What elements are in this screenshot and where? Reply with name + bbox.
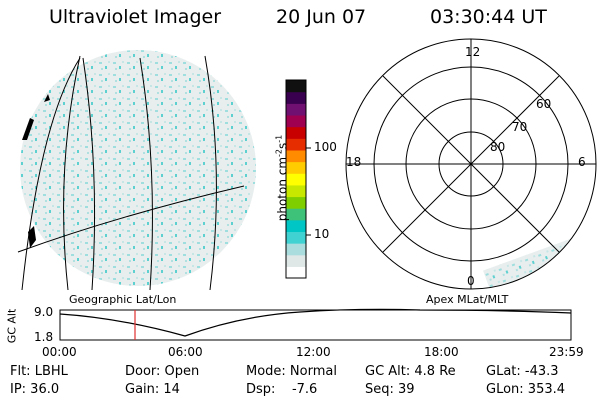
geographic-lat-lon-label: Geographic Lat/Lon — [69, 293, 177, 306]
info-dsp: Dsp: -7.6 — [246, 382, 318, 397]
colorbar-tick-100: 100 — [314, 140, 337, 154]
timeline-xtick-0000: 00:00 — [42, 345, 77, 359]
colorbar-cell — [286, 173, 306, 186]
mlat-label-80: 80 — [490, 140, 506, 154]
colorbar-cell — [286, 266, 306, 279]
colorbar-cell — [286, 114, 306, 128]
instrument-title: Ultraviolet Imager — [49, 6, 222, 28]
timeline-xtick-1800: 18:00 — [424, 345, 459, 359]
mlt-label-18: 18 — [346, 155, 362, 169]
mlt-label-12: 12 — [465, 45, 481, 59]
info-filter: Flt: LBHL — [10, 364, 68, 379]
apex-mlat-mlt-label: Apex MLat/MLT — [426, 293, 509, 306]
colorbar-cell — [286, 231, 306, 244]
colorbar-tick-10: 10 — [314, 227, 330, 241]
colorbar-cell — [286, 208, 306, 221]
info-mode: Mode: Normal — [246, 364, 337, 379]
timeline-xtick-1200: 12:00 — [296, 345, 331, 359]
timeline-xtick-0600: 06:00 — [168, 345, 203, 359]
lat-lon-grid — [17, 55, 245, 291]
colorbar-cell — [286, 161, 306, 174]
colorbar-cell — [286, 103, 306, 116]
colorbar-cell — [286, 184, 306, 198]
colorbar-cell — [286, 91, 306, 104]
gc-alt-max: 9.0 — [34, 305, 54, 319]
colorbar-cell — [286, 80, 306, 93]
mlt-label-6: 6 — [578, 155, 586, 169]
colorbar-cell — [286, 138, 306, 151]
polar-grid — [345, 38, 597, 290]
header-date: 20 Jun 07 — [276, 6, 367, 28]
info-door: Door: Open — [125, 364, 200, 379]
altitude-curve — [59, 308, 572, 337]
colorbar-cell — [286, 243, 306, 256]
mlat-label-70: 70 — [512, 120, 528, 134]
gc-alt-min: 1.8 — [34, 330, 54, 344]
colorbar-cell — [286, 196, 306, 209]
colorbar-cell — [286, 126, 306, 139]
mlt-label-0: 0 — [467, 274, 475, 288]
info-glon: GLon: 353.4 — [486, 382, 566, 397]
info-seq: Seq: 39 — [365, 382, 415, 397]
info-gain: Gain: 14 — [125, 382, 180, 397]
mlat-label-60: 60 — [536, 97, 552, 111]
colorbar-cell — [286, 219, 306, 233]
info-ip: IP: 36.0 — [10, 382, 60, 397]
info-gc-alt: GC Alt: 4.8 Re — [365, 364, 456, 379]
header-time: 03:30:44 UT — [430, 6, 547, 28]
info-glat: GLat: -43.3 — [486, 364, 559, 379]
colorbar-cell — [286, 254, 306, 267]
timeline-xtick-2359: 23:59 — [549, 345, 584, 359]
colorbar-cell — [286, 149, 306, 163]
colorbar-scale — [286, 80, 306, 279]
coastline — [22, 94, 50, 248]
